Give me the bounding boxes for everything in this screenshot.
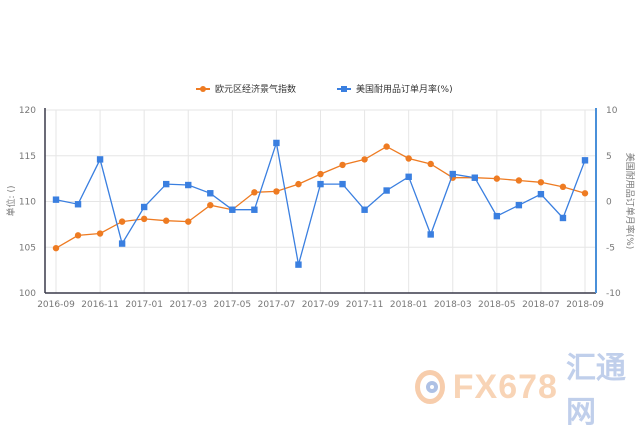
- data-point: [405, 155, 412, 162]
- data-point: [163, 180, 170, 188]
- x-tick-label: 2018-03: [434, 300, 472, 310]
- data-point: [339, 180, 346, 188]
- x-tick-label: 2017-05: [214, 300, 252, 310]
- data-point: [515, 177, 523, 184]
- data-point: [339, 161, 346, 169]
- left-tick-label: 120: [19, 106, 36, 116]
- data-point: [118, 218, 126, 225]
- right-tick-label: 5: [606, 152, 612, 162]
- data-point: [581, 157, 589, 164]
- data-point: [140, 203, 148, 211]
- data-point: [229, 206, 236, 213]
- legend-label: 欧元区经济景气指数: [215, 85, 297, 95]
- x-tick-label: 2018-07: [522, 300, 560, 310]
- gridlines: [45, 109, 596, 294]
- data-point: [74, 232, 82, 239]
- data-point: [383, 187, 390, 194]
- data-point: [361, 206, 368, 213]
- data-point: [52, 196, 60, 203]
- right-tick-label: -5: [606, 243, 615, 253]
- left-tick-label: 105: [19, 243, 36, 253]
- circle-marker-icon: [196, 85, 210, 93]
- data-point: [52, 244, 60, 252]
- data-point: [581, 190, 589, 197]
- data-point: [140, 215, 148, 223]
- right-tick-label: 0: [606, 198, 612, 208]
- data-point: [96, 156, 104, 163]
- square-marker-icon: [337, 85, 351, 93]
- x-tick-label: 2017-09: [302, 300, 340, 310]
- left-axis-title: 单位: (): [5, 186, 17, 217]
- x-tick-label: 2017-03: [169, 300, 207, 310]
- data-point: [361, 156, 368, 163]
- x-tick-label: 2016-09: [37, 300, 75, 310]
- data-point: [559, 214, 567, 222]
- data-point: [559, 183, 567, 191]
- right-tick-label: 10: [606, 106, 618, 116]
- data-point: [96, 230, 104, 237]
- data-point: [251, 189, 258, 196]
- x-tick-label: 2018-05: [478, 300, 516, 310]
- legend-item-us-durable-goods[interactable]: 美国耐用品订单月率(%): [337, 82, 453, 95]
- data-point: [471, 174, 478, 181]
- data-point: [493, 175, 501, 182]
- data-point: [74, 201, 82, 208]
- data-point: [295, 180, 302, 188]
- data-point: [537, 179, 545, 186]
- data-point: [427, 231, 434, 238]
- tick-labels: 100 105 110 115 120 -10 -5 0 5 10 2016-09 2016-11 20…: [5, 106, 636, 310]
- right-axis-title: 美国耐用品订单月率(%): [624, 153, 636, 250]
- x-tick-label: 2017-07: [258, 300, 296, 310]
- data-point: [251, 206, 258, 213]
- fx678-logo-icon: [415, 370, 445, 404]
- data-point: [163, 217, 170, 224]
- watermark: FX678 汇通网: [415, 343, 640, 431]
- data-point: [295, 261, 302, 268]
- left-tick-label: 110: [19, 198, 36, 208]
- data-point: [449, 170, 456, 178]
- left-tick-label: 100: [19, 289, 36, 299]
- right-tick-label: -10: [606, 289, 621, 299]
- legend-label: 美国耐用品订单月率(%): [356, 85, 453, 95]
- data-point: [317, 180, 324, 188]
- series-layer: [52, 139, 589, 268]
- data-point: [427, 160, 434, 168]
- legend-item-eurozone-sentiment[interactable]: 欧元区经济景气指数: [196, 82, 296, 95]
- watermark-brand: FX678: [452, 367, 558, 406]
- data-point: [185, 181, 192, 189]
- x-tick-label: 2018-09: [566, 300, 604, 310]
- data-point: [383, 143, 390, 150]
- line-chart: 100 105 110 115 120 -10 -5 0 5 10 2016-09 2016-11 20…: [5, 106, 636, 310]
- data-point: [273, 188, 280, 195]
- data-point: [493, 212, 501, 220]
- data-point: [405, 173, 412, 180]
- data-point: [515, 201, 523, 209]
- x-tick-label: 2017-01: [125, 300, 163, 310]
- axes: [44, 108, 597, 294]
- data-point: [207, 201, 214, 209]
- data-point: [317, 170, 324, 178]
- left-tick-label: 115: [19, 152, 36, 162]
- x-tick-label: 2018-01: [390, 300, 428, 310]
- data-point: [207, 190, 214, 197]
- data-point: [273, 139, 280, 147]
- data-point: [537, 190, 545, 198]
- x-tick-label: 2017-11: [346, 300, 384, 310]
- data-point: [185, 218, 192, 225]
- data-point: [118, 240, 126, 247]
- watermark-cn: 汇通网: [565, 351, 626, 430]
- x-tick-label: 2016-11: [81, 300, 119, 310]
